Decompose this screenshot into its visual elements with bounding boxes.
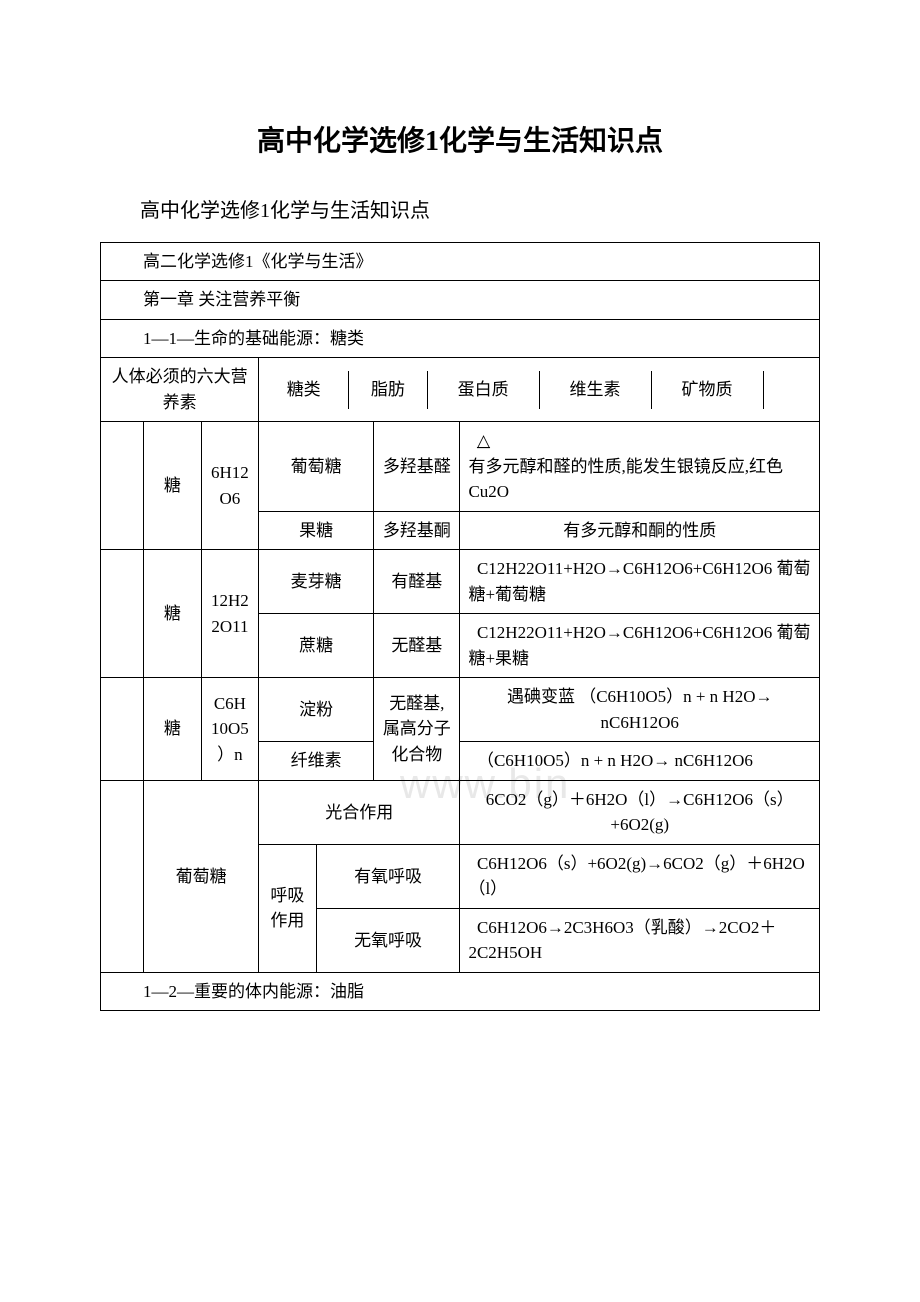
table-row: 葡萄糖 光合作用 6CO2（g）＋6H2O（l）→C6H12O6（s）+6O2(… bbox=[101, 780, 820, 844]
mono-fructose: 果糖 bbox=[259, 511, 374, 550]
mono-cat: 糖 bbox=[144, 422, 202, 550]
respiration: 呼吸作用 bbox=[259, 844, 317, 972]
header-section: 1—1—生命的基础能源：糖类 bbox=[109, 326, 811, 352]
content-table: 高二化学选修1《化学与生活》 第一章 关注营养平衡 1—1—生命的基础能源：糖类… bbox=[100, 242, 820, 1012]
poly-starch: 淀粉 bbox=[259, 678, 374, 742]
table-row: 第一章 关注营养平衡 bbox=[101, 281, 820, 320]
table-row: 糖 12H22O11 麦芽糖 有醛基 C12H22O11+H2O→C6H12O6… bbox=[101, 550, 820, 614]
di-sucrose: 蔗糖 bbox=[259, 614, 374, 678]
nutrient-2: 脂肪 bbox=[349, 371, 427, 409]
di-sucrose-type: 无醛基 bbox=[374, 614, 460, 678]
photosynthesis-eq: 6CO2（g）＋6H2O（l）→C6H12O6（s）+6O2(g) bbox=[460, 780, 820, 844]
poly-type: 无醛基,属高分子化合物 bbox=[374, 678, 460, 781]
header-book: 高二化学选修1《化学与生活》 bbox=[109, 249, 811, 275]
poly-cat: 糖 bbox=[144, 678, 202, 781]
mono-fructose-type: 多羟基酮 bbox=[374, 511, 460, 550]
aerobic: 有氧呼吸 bbox=[316, 844, 460, 908]
poly-cellulose: 纤维素 bbox=[259, 742, 374, 781]
anaerobic: 无氧呼吸 bbox=[316, 908, 460, 972]
di-maltose-type: 有醛基 bbox=[374, 550, 460, 614]
glucose-bio-label: 葡萄糖 bbox=[144, 780, 259, 972]
aerobic-eq: C6H12O6（s）+6O2(g)→6CO2（g）＋6H2O（l） bbox=[460, 844, 820, 908]
di-sucrose-prop: C12H22O11+H2O→C6H12O6+C6H12O6 葡萄糖+果糖 bbox=[460, 614, 820, 678]
mono-glucose-prop: △ 有多元醇和醛的性质,能发生银镜反应,红色Cu2O bbox=[460, 422, 820, 512]
footer-section: 1—2—重要的体内能源：油脂 bbox=[109, 979, 811, 1005]
poly-starch-prop: 遇碘变蓝 （C6H10O5）n + n H2O→ nC6H12O6 bbox=[460, 678, 820, 742]
table-row: 人体必须的六大营养素 糖类 脂肪 蛋白质 维生素 矿物质 bbox=[101, 358, 820, 422]
di-maltose: 麦芽糖 bbox=[259, 550, 374, 614]
table-row: 高二化学选修1《化学与生活》 bbox=[101, 242, 820, 281]
photosynthesis: 光合作用 bbox=[259, 780, 460, 844]
mono-glucose-type: 多羟基醛 bbox=[374, 422, 460, 512]
di-formula: 12H22O11 bbox=[201, 550, 259, 678]
page-title: 高中化学选修1化学与生活知识点 bbox=[100, 120, 820, 165]
di-cat: 糖 bbox=[144, 550, 202, 678]
poly-formula: C6H10O5）n bbox=[201, 678, 259, 781]
table-row: 1—2—重要的体内能源：油脂 bbox=[101, 972, 820, 1011]
header-chapter: 第一章 关注营养平衡 bbox=[109, 287, 811, 313]
mono-formula: 6H12O6 bbox=[201, 422, 259, 550]
anaerobic-eq: C6H12O6→2C3H6O3（乳酸）→2CO2＋2C2H5OH bbox=[460, 908, 820, 972]
table-row: 糖 6H12O6 葡萄糖 多羟基醛 △ 有多元醇和醛的性质,能发生银镜反应,红色… bbox=[101, 422, 820, 512]
poly-cellulose-prop: （C6H10O5）n + n H2O→ nC6H12O6 bbox=[460, 742, 820, 781]
nutrient-5: 矿物质 bbox=[651, 371, 763, 409]
nutrient-1: 糖类 bbox=[259, 371, 349, 409]
nutrient-4: 维生素 bbox=[539, 371, 651, 409]
nutrient-3: 蛋白质 bbox=[427, 371, 539, 409]
mono-glucose: 葡萄糖 bbox=[259, 422, 374, 512]
table-row: 糖 C6H10O5）n 淀粉 无醛基,属高分子化合物 遇碘变蓝 （C6H10O5… bbox=[101, 678, 820, 742]
table-row: 1—1—生命的基础能源：糖类 bbox=[101, 319, 820, 358]
di-maltose-prop: C12H22O11+H2O→C6H12O6+C6H12O6 葡萄糖+葡萄糖 bbox=[460, 550, 820, 614]
nutrients-label: 人体必须的六大营养素 bbox=[101, 358, 259, 422]
page-subtitle: 高中化学选修1化学与生活知识点 bbox=[100, 195, 820, 227]
mono-fructose-prop: 有多元醇和酮的性质 bbox=[460, 511, 820, 550]
